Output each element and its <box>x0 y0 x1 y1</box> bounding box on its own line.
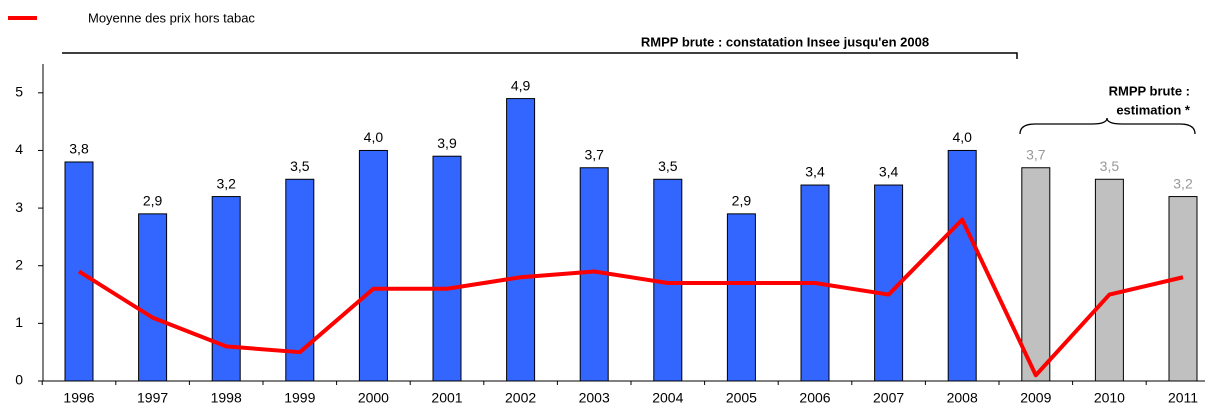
x-tick-label: 2005 <box>726 390 757 406</box>
x-tick-label: 2010 <box>1094 390 1125 406</box>
y-tick-label: 2 <box>15 256 23 272</box>
bar <box>1168 196 1198 382</box>
y-tick-label: 4 <box>15 141 23 157</box>
bar <box>138 213 168 382</box>
value-label: 4,0 <box>952 129 972 145</box>
value-label: 3,2 <box>1173 175 1193 191</box>
x-tick-label: 1997 <box>137 390 168 406</box>
annotation: estimation * <box>1116 102 1191 117</box>
annotation: RMPP brute : <box>1109 83 1190 98</box>
bar <box>1021 167 1051 382</box>
bar <box>1094 178 1124 382</box>
x-tick-label: 1996 <box>63 390 94 406</box>
value-label: 4,0 <box>364 129 384 145</box>
value-label: 3,4 <box>879 164 899 180</box>
x-tick-label: 2003 <box>579 390 610 406</box>
x-tick-label: 1999 <box>284 390 315 406</box>
value-label: 3,5 <box>290 158 310 174</box>
y-tick-label: 5 <box>15 84 23 100</box>
x-tick-label: 2001 <box>431 390 462 406</box>
y-tick-label: 3 <box>15 199 23 215</box>
y-tick-label: 0 <box>15 372 23 388</box>
x-tick-label: 2006 <box>799 390 830 406</box>
value-label: 3,7 <box>1026 146 1046 162</box>
x-tick-label: 2002 <box>505 390 536 406</box>
value-label: 3,5 <box>658 158 678 174</box>
value-label: 2,9 <box>732 193 752 209</box>
value-label: 3,4 <box>805 164 825 180</box>
bar <box>358 149 388 382</box>
legend-label: Moyenne des prix hors tabac <box>88 10 255 25</box>
value-label: 3,7 <box>584 146 604 162</box>
value-label: 3,2 <box>216 175 236 191</box>
x-tick-label: 1998 <box>211 390 242 406</box>
x-tick-label: 2008 <box>947 390 978 406</box>
bar <box>947 149 977 382</box>
bar <box>211 196 241 382</box>
value-label: 3,8 <box>69 141 89 157</box>
x-tick-label: 2000 <box>358 390 389 406</box>
line <box>77 217 1184 378</box>
y-tick-label: 1 <box>15 314 23 330</box>
value-label: 2,9 <box>143 193 163 209</box>
x-tick-label: 2009 <box>1020 390 1051 406</box>
bar <box>285 178 315 382</box>
bar <box>506 98 536 382</box>
annotation-brace <box>1019 117 1196 135</box>
x-tick-label: 2011 <box>1168 390 1198 406</box>
value-label: 3,9 <box>437 135 457 151</box>
x-tick-label: 2004 <box>652 390 683 406</box>
value-label: 3,5 <box>1100 158 1120 174</box>
bar <box>726 213 756 382</box>
annotation: RMPP brute : constatation Insee jusqu'en… <box>641 34 929 49</box>
bar <box>432 155 462 382</box>
annotation-bracket <box>62 52 1018 59</box>
value-label: 4,9 <box>511 77 531 93</box>
x-tick-label: 2007 <box>873 390 904 406</box>
